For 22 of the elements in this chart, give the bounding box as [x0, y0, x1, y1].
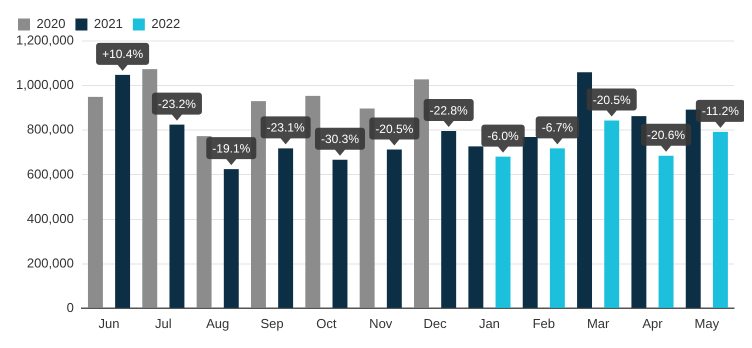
x-tick-label: Jan: [478, 316, 500, 331]
x-tick-label: Sep: [260, 316, 284, 331]
y-tick-label: 800,000: [26, 122, 74, 137]
x-tick-label: May: [694, 316, 720, 331]
x-tick-label: Jun: [98, 316, 120, 331]
legend-label: 2022: [151, 16, 180, 32]
x-tick-label: Mar: [586, 316, 610, 331]
legend-label: 2021: [94, 16, 123, 32]
y-tick-label: 600,000: [26, 166, 74, 182]
y-tick-label: 200,000: [26, 255, 74, 270]
x-tick-label: Aug: [206, 316, 230, 331]
y-tick-label: 1,200,000: [16, 32, 74, 48]
x-tick-label: Nov: [369, 316, 393, 331]
x-tick-label: Jul: [155, 316, 172, 331]
y-tick-label: 0: [66, 300, 74, 315]
x-tick-label: Dec: [424, 316, 448, 331]
y-tick-label: 400,000: [26, 210, 74, 226]
y-tick-label: 1,000,000: [16, 77, 74, 92]
legend-label: 2020: [36, 16, 66, 32]
x-tick-label: Feb: [532, 316, 555, 331]
x-tick-label: Apr: [642, 316, 664, 331]
x-tick-label: Oct: [316, 316, 337, 331]
